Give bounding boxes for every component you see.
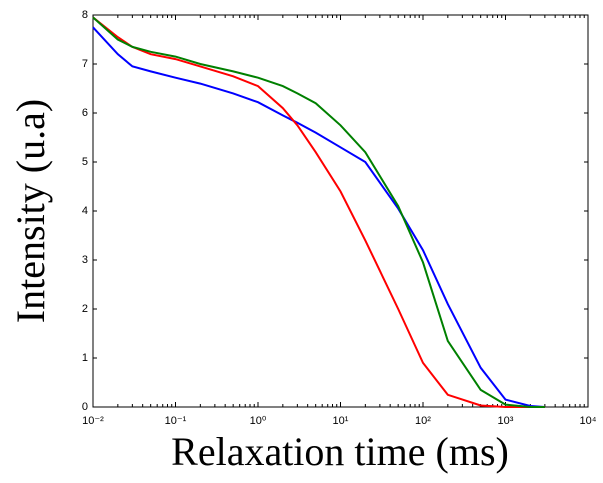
y-tick-label: 5 (82, 156, 88, 168)
data-line (92, 26, 545, 408)
x-tick-label: 10⁻¹ (165, 415, 187, 427)
y-tick-label: 2 (82, 303, 88, 315)
plot-frame (92, 14, 589, 408)
y-tick-label: 6 (82, 107, 88, 119)
x-axis-label: Relaxation time (ms) (171, 429, 509, 474)
y-axis-label: Intensity (u.a) (8, 99, 53, 323)
x-tick-label: 10² (415, 415, 431, 427)
y-tick-label: 1 (82, 352, 88, 364)
y-tick-label: 8 (82, 9, 88, 21)
data-line (92, 16, 545, 408)
x-tick-label: 10³ (498, 415, 514, 427)
x-tick-label: 10⁴ (580, 415, 597, 427)
y-tick-label: 3 (82, 254, 88, 266)
x-tick-label: 10¹ (333, 415, 349, 427)
x-tick-label: 10⁰ (250, 415, 267, 427)
x-tick-label: 10⁻² (82, 415, 104, 427)
y-tick-label: 4 (82, 205, 88, 217)
y-tick-label: 0 (82, 401, 88, 413)
data-line (92, 16, 545, 408)
y-tick-label: 7 (82, 58, 88, 70)
